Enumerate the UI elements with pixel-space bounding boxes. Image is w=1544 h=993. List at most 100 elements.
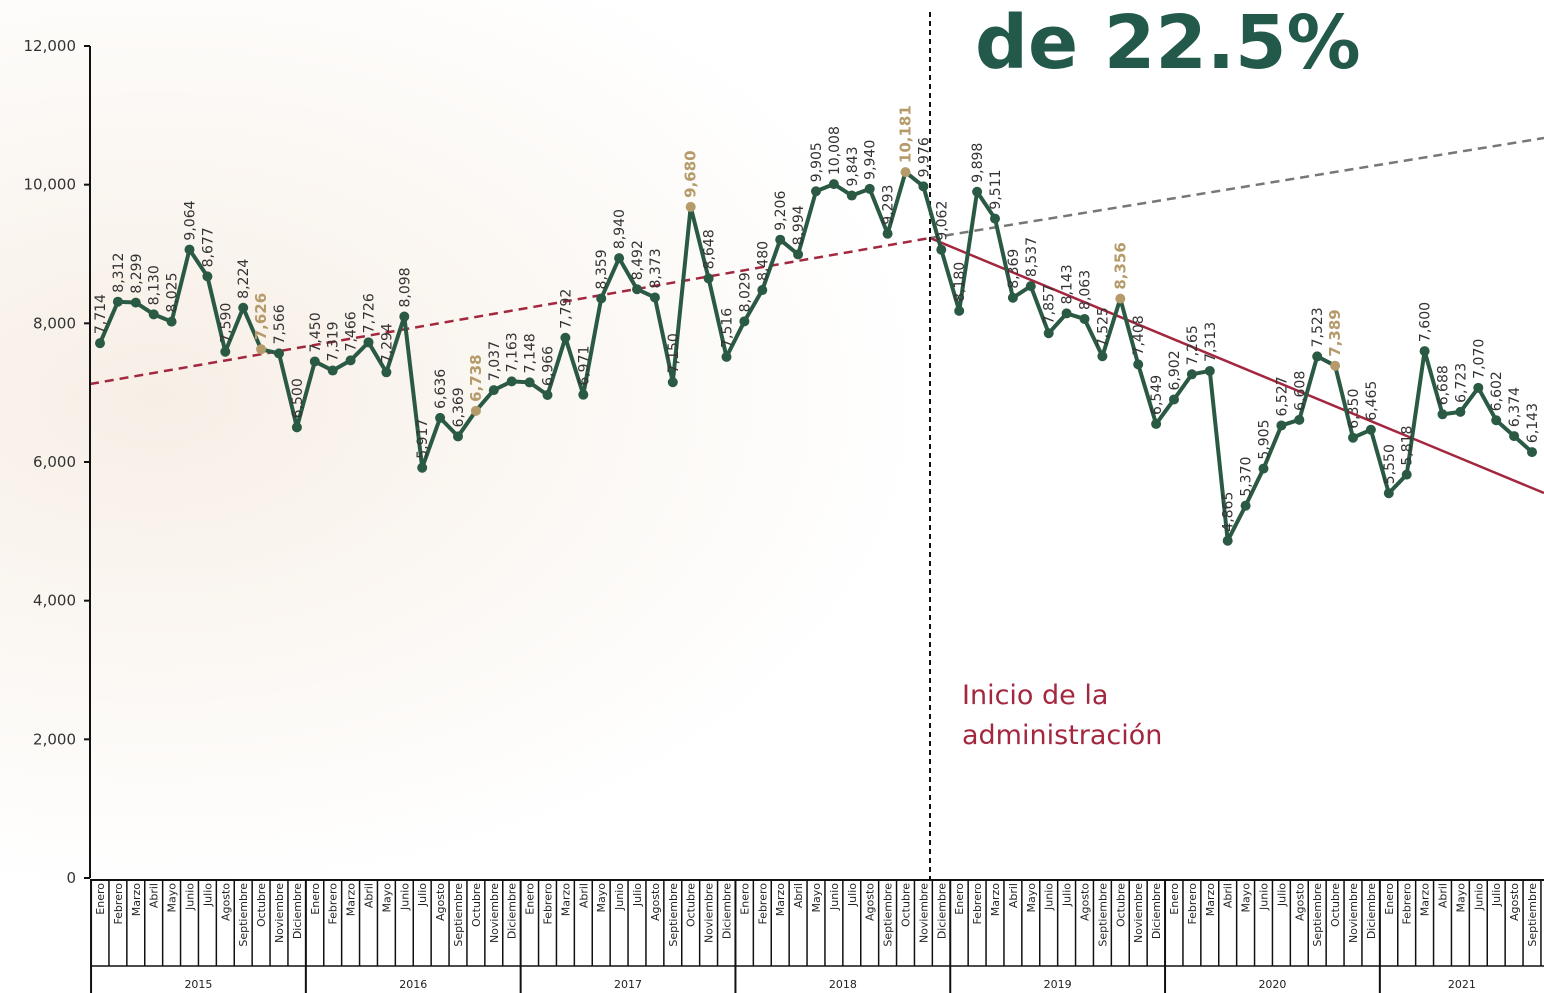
data-point: [346, 355, 356, 365]
value-label: 7,466: [344, 311, 360, 351]
data-point: [560, 333, 570, 343]
data-point: [399, 312, 409, 322]
value-label: 7,450: [308, 312, 324, 352]
value-label: 4,865: [1221, 492, 1237, 532]
value-label: 6,602: [1489, 371, 1505, 411]
data-point: [1438, 409, 1448, 419]
value-label: 8,537: [1024, 237, 1040, 277]
value-label: 8,312: [111, 253, 127, 293]
data-point: [614, 253, 624, 263]
data-point: [990, 214, 1000, 224]
x-tick-label: Mayo: [810, 883, 823, 913]
data-point: [901, 167, 911, 177]
x-tick-label: Enero: [94, 883, 107, 915]
value-label: 6,738: [467, 354, 485, 401]
x-tick-label: Febrero: [1186, 883, 1199, 925]
data-point: [1097, 351, 1107, 361]
data-point: [650, 292, 660, 302]
x-tick-label: Mayo: [166, 883, 179, 913]
data-point: [1509, 431, 1519, 441]
data-point: [507, 376, 517, 386]
data-point: [1205, 366, 1215, 376]
data-point: [1473, 383, 1483, 393]
data-point: [113, 297, 123, 307]
data-point: [883, 229, 893, 239]
data-point: [578, 390, 588, 400]
x-tick-label: Julio: [1275, 883, 1288, 907]
x-tick-label: Julio: [201, 883, 214, 907]
value-label: 6,465: [1364, 381, 1380, 421]
x-tick-label: Junio: [613, 883, 626, 911]
data-point: [632, 284, 642, 294]
value-label: 5,550: [1382, 444, 1398, 484]
x-tick-label: Noviembre: [1347, 883, 1360, 943]
x-tick-label: Diciembre: [1150, 883, 1163, 939]
value-label: 7,408: [1131, 315, 1147, 355]
data-point: [95, 338, 105, 348]
x-tick-label: Enero: [1383, 883, 1396, 915]
data-point: [310, 356, 320, 366]
value-label: 5,818: [1400, 426, 1416, 466]
value-label: 6,966: [541, 346, 557, 386]
data-point: [596, 293, 606, 303]
data-point: [238, 303, 248, 313]
x-tick-label: Noviembre: [273, 883, 286, 943]
x-tick-label: Enero: [524, 883, 537, 915]
data-point: [1348, 433, 1358, 443]
data-point: [1169, 394, 1179, 404]
data-point: [453, 431, 463, 441]
x-tick-label: Agosto: [1508, 883, 1521, 921]
data-point: [1133, 359, 1143, 369]
x-tick-label: Agosto: [864, 883, 877, 921]
x-tick-label: Noviembre: [488, 883, 501, 943]
value-label: 6,527: [1274, 376, 1290, 416]
data-point: [1044, 328, 1054, 338]
data-point: [1187, 369, 1197, 379]
data-point: [1491, 415, 1501, 425]
value-label: 8,492: [630, 240, 646, 280]
data-point: [185, 245, 195, 255]
x-tick-label: Septiembre: [667, 883, 680, 947]
data-point: [471, 406, 481, 416]
value-label: 10,008: [827, 126, 843, 175]
x-tick-label: Febrero: [112, 883, 125, 925]
value-label: 7,714: [93, 294, 109, 334]
value-label: 9,511: [988, 169, 1004, 209]
value-label: 7,319: [326, 321, 342, 361]
data-point: [1080, 314, 1090, 324]
value-label: 8,180: [952, 262, 968, 302]
value-label: 7,516: [720, 308, 736, 348]
value-label: 6,374: [1507, 387, 1523, 427]
data-point: [435, 413, 445, 423]
value-label: 7,265: [1185, 325, 1201, 365]
data-point: [543, 390, 553, 400]
data-point: [972, 187, 982, 197]
x-tick-label: Agosto: [649, 883, 662, 921]
value-label: 8,648: [702, 229, 718, 269]
x-tick-label: Junio: [1043, 883, 1056, 911]
value-label: 7,857: [1042, 284, 1058, 324]
value-label: 9,843: [845, 146, 861, 186]
x-tick-label: Abril: [792, 883, 805, 908]
x-tick-label: Octubre: [685, 883, 698, 927]
data-point: [1241, 501, 1251, 511]
chart-title: de 22.5%: [975, 0, 1361, 86]
value-label: 8,480: [755, 241, 771, 281]
data-point: [364, 337, 374, 347]
value-label: 9,680: [682, 150, 700, 197]
x-tick-label: Marzo: [130, 883, 143, 917]
x-tick-label: Octubre: [255, 883, 268, 927]
x-tick-label: Septiembre: [1311, 883, 1324, 947]
x-tick-label: Diciembre: [935, 883, 948, 939]
value-label: 8,029: [737, 272, 753, 312]
x-tick-label: Febrero: [1401, 883, 1414, 925]
x-tick-label: Agosto: [1079, 883, 1092, 921]
x-tick-label: Enero: [953, 883, 966, 915]
value-label: 5,370: [1239, 457, 1255, 497]
x-tick-label: Junio: [1258, 883, 1271, 911]
x-tick-label: Marzo: [989, 883, 1002, 917]
value-label: 7,070: [1471, 339, 1487, 379]
value-label: 9,905: [809, 142, 825, 182]
data-point: [793, 249, 803, 259]
x-tick-label: Noviembre: [703, 883, 716, 943]
